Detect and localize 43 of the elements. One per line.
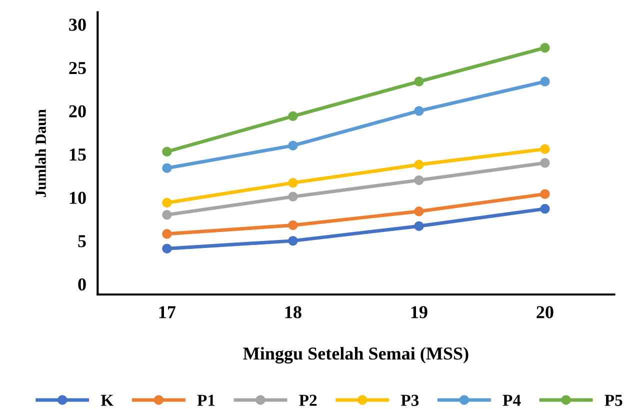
point: [162, 210, 172, 220]
y-axis-title: Jumlah Daun: [35, 109, 46, 198]
point: [414, 221, 424, 231]
point: [288, 220, 298, 230]
y-tick-label: 20: [69, 105, 86, 118]
point: [540, 189, 550, 199]
point: [162, 244, 172, 254]
point: [288, 178, 298, 188]
legend-label: P2: [299, 394, 317, 406]
point: [540, 204, 550, 214]
legend-label: P5: [604, 394, 622, 406]
x-axis-title: Minggu Setelah Semai (MSS): [243, 346, 468, 364]
point: [540, 42, 550, 53]
point: [414, 106, 424, 116]
legend-label: P1: [197, 394, 215, 406]
y-tick-label: 10: [70, 192, 86, 204]
point: [414, 160, 424, 170]
x-tick-label: 18: [285, 306, 302, 318]
x-tick-label: 19: [411, 306, 428, 318]
legend-label: P3: [400, 394, 419, 406]
y-tick-label: 15: [70, 148, 86, 161]
legend-label: P4: [502, 394, 521, 406]
point: [414, 206, 424, 216]
point: [162, 198, 172, 208]
point: [288, 192, 298, 202]
point: [162, 146, 172, 157]
x-tick-label: 17: [159, 306, 176, 318]
point: [288, 111, 298, 122]
x-tick-label: 20: [536, 306, 554, 318]
point: [540, 76, 550, 86]
point: [162, 163, 172, 173]
point: [414, 76, 424, 86]
y-tick-label: 30: [69, 18, 86, 31]
legend-label: K: [100, 394, 114, 406]
y-tick-label: 5: [78, 235, 86, 248]
y-tick-label: 25: [69, 62, 86, 74]
point: [162, 229, 172, 239]
point: [414, 175, 424, 186]
point: [540, 144, 550, 154]
point: [288, 140, 298, 150]
point: [288, 236, 298, 246]
point: [540, 158, 550, 168]
y-tick-label: 0: [78, 278, 86, 291]
